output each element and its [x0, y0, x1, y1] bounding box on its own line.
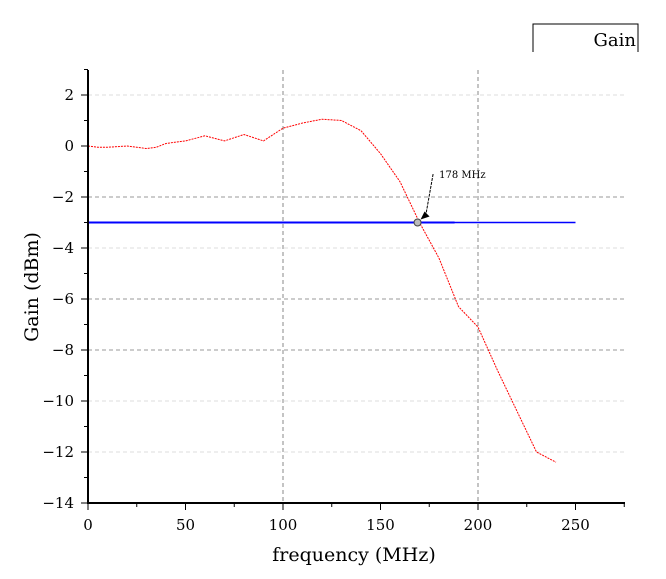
series: 178 MHz — [87, 118, 576, 463]
x-tick-label: 100 — [269, 516, 298, 534]
annotation-arrow — [425, 173, 434, 217]
x-tick-label: 250 — [561, 516, 590, 534]
legend-label: Gain — [594, 30, 637, 51]
y-tick-label: −10 — [42, 392, 74, 410]
y-tick-label: −4 — [52, 239, 74, 257]
x-axis-label: frequency (MHz) — [272, 544, 436, 566]
x-tick-label: 50 — [176, 516, 195, 534]
axes: 0 50 100 150 200 250 2 0 −2 −4 −6 −8 −10 −12 −14 — [42, 69, 625, 534]
legend: Gain — [532, 23, 639, 52]
y-tick-label: 0 — [64, 137, 74, 155]
y-tick-label: −14 — [42, 494, 74, 512]
gain-line — [87, 118, 557, 463]
x-tick-label: 150 — [366, 516, 395, 534]
y-tick-label: −12 — [42, 443, 74, 461]
marker-point — [413, 218, 422, 227]
x-tick-label: 0 — [83, 516, 93, 534]
y-axis-label: Gain (dBm) — [21, 232, 43, 342]
grid — [88, 70, 625, 503]
y-tick-label: −2 — [52, 188, 74, 206]
arrow-head-icon — [420, 211, 430, 220]
annotation-label: 178 MHz — [439, 170, 486, 181]
y-tick-label: −6 — [52, 290, 74, 308]
x-tick-label: 200 — [464, 516, 493, 534]
y-tick-label: −8 — [52, 341, 74, 359]
y-tick-label: 2 — [64, 86, 74, 104]
